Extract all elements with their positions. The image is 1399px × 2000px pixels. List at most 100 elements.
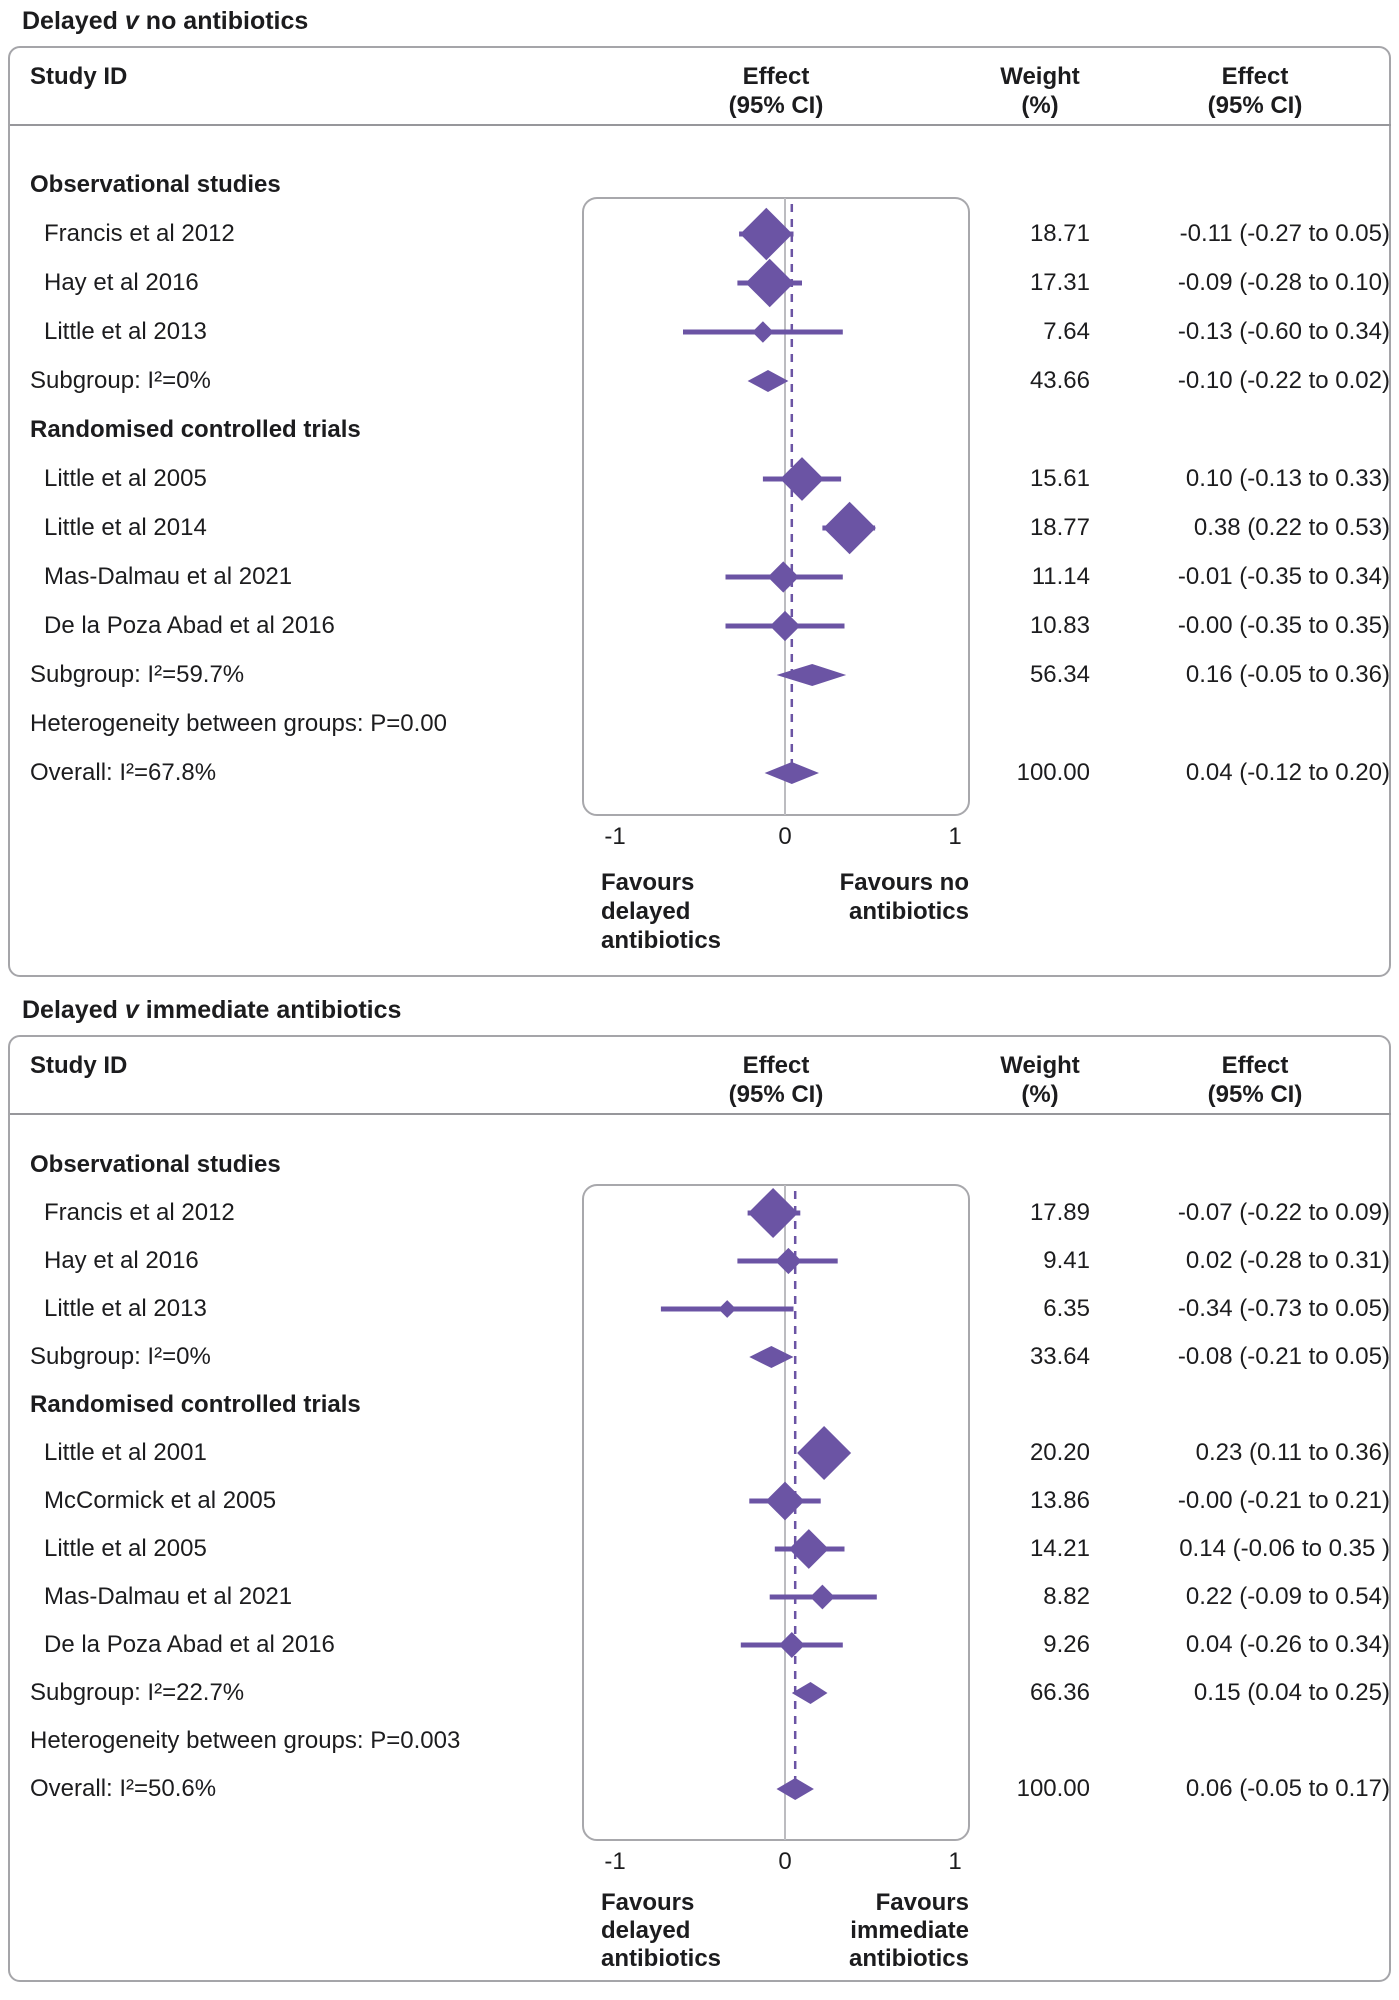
study-diamond bbox=[778, 1632, 805, 1658]
row-effect-ci: -0.34 (-0.73 to 0.05) bbox=[1177, 1295, 1390, 1322]
panel-1-title-post: no antibiotics bbox=[145, 7, 309, 35]
row-effect-ci: -0.01 (-0.35 to 0.34) bbox=[1177, 563, 1390, 590]
study-diamond bbox=[745, 258, 794, 308]
row-label: Mas-Dalmau et al 2021 bbox=[44, 1583, 293, 1610]
row-weight: 8.82 bbox=[1043, 1583, 1090, 1610]
axis-tick-label: 0 bbox=[778, 1848, 792, 1875]
row-label: Little et al 2013 bbox=[44, 318, 207, 345]
favours-left-line: Favours bbox=[601, 1889, 695, 1916]
column-header-effect-ci-line2: (95% CI) bbox=[1207, 1081, 1303, 1108]
row-weight: 18.71 bbox=[1029, 220, 1090, 247]
panel-1-title-vs: v bbox=[124, 7, 139, 35]
panel-delayed-v-no-antibiotics: Study ID Effect (95% CI) Weight (%) Effe… bbox=[8, 46, 1391, 977]
panel-2-title: Delayed v immediate antibiotics bbox=[22, 995, 1399, 1025]
column-header-effect-ci-line1: Effect bbox=[1221, 63, 1289, 90]
row-effect-ci: 0.23 (0.11 to 0.36) bbox=[1195, 1439, 1390, 1466]
favours-left-line: delayed bbox=[601, 898, 691, 925]
study-diamond bbox=[775, 1247, 802, 1275]
row-label: Hay et al 2016 bbox=[44, 269, 199, 296]
row-label: Francis et al 2012 bbox=[44, 220, 235, 247]
row-label: Randomised controlled trials bbox=[30, 1391, 361, 1418]
study-diamond bbox=[788, 1529, 829, 1569]
study-diamond bbox=[810, 1584, 835, 1610]
overall-diamond bbox=[776, 1778, 814, 1800]
row-effect-ci: -0.13 (-0.60 to 0.34) bbox=[1177, 318, 1390, 345]
row-effect-ci: -0.10 (-0.22 to 0.02) bbox=[1177, 367, 1390, 394]
column-header-effect-plot-line1: Effect bbox=[742, 63, 810, 90]
favours-right-label: Favours no antibiotics bbox=[689, 868, 969, 926]
favours-left-line: antibiotics bbox=[601, 927, 722, 954]
row-effect-ci: 0.14 (-0.06 to 0.35 ) bbox=[1179, 1535, 1390, 1562]
favours-right-line: antibiotics bbox=[848, 898, 969, 925]
column-header-effect-ci: Effect (95% CI) bbox=[1135, 62, 1375, 120]
panel-2-title-post: immediate antibiotics bbox=[145, 996, 402, 1024]
row-label: Overall: I²=67.8% bbox=[30, 759, 217, 786]
row-effect-ci: 0.38 (0.22 to 0.53) bbox=[1193, 514, 1390, 541]
row-weight: 15.61 bbox=[1029, 465, 1090, 492]
row-weight: 56.34 bbox=[1029, 661, 1090, 688]
subgroup-diamond bbox=[791, 1682, 828, 1704]
row-effect-ci: 0.16 (-0.05 to 0.36) bbox=[1185, 661, 1390, 688]
column-header-study-id: Study ID bbox=[30, 63, 128, 90]
row-weight: 18.77 bbox=[1029, 514, 1090, 541]
study-diamond bbox=[765, 1481, 805, 1521]
row-label: Little et al 2001 bbox=[44, 1439, 207, 1466]
row-weight: 17.89 bbox=[1029, 1199, 1090, 1226]
header-divider bbox=[10, 124, 1391, 126]
row-label: Hay et al 2016 bbox=[44, 1247, 199, 1274]
row-label: Mas-Dalmau et al 2021 bbox=[44, 563, 293, 590]
row-weight: 10.83 bbox=[1029, 612, 1090, 639]
plot-box bbox=[582, 197, 970, 816]
row-effect-ci: -0.00 (-0.21 to 0.21) bbox=[1177, 1487, 1390, 1514]
study-diamond bbox=[767, 561, 799, 593]
column-header-effect-ci-line1: Effect bbox=[1221, 1052, 1289, 1079]
row-weight: 66.36 bbox=[1029, 1679, 1090, 1706]
column-header-weight: Weight (%) bbox=[960, 1051, 1120, 1109]
panel-1-title: Delayed v no antibiotics bbox=[22, 6, 1399, 36]
row-effect-ci: 0.10 (-0.13 to 0.33) bbox=[1185, 465, 1390, 492]
row-label: McCormick et al 2005 bbox=[44, 1487, 277, 1514]
panel-2-title-pre: Delayed bbox=[22, 996, 118, 1024]
row-label: Randomised controlled trials bbox=[30, 416, 361, 443]
panel-2-body: Study ID Effect (95% CI) Weight (%) Effe… bbox=[10, 1037, 1391, 1980]
row-label: Francis et al 2012 bbox=[44, 1199, 235, 1226]
subgroup-diamond bbox=[747, 370, 789, 392]
row-weight: 9.41 bbox=[1043, 1247, 1090, 1274]
axis-tick-label: 0 bbox=[778, 823, 792, 850]
row-effect-ci: -0.07 (-0.22 to 0.09) bbox=[1177, 1199, 1390, 1226]
column-header-weight-line2: (%) bbox=[1021, 1081, 1059, 1108]
row-effect-ci: 0.02 (-0.28 to 0.31) bbox=[1185, 1247, 1390, 1274]
row-label: Little et al 2005 bbox=[44, 1535, 207, 1562]
row-label: Subgroup: I²=0% bbox=[30, 1343, 211, 1370]
row-effect-ci: 0.04 (-0.26 to 0.34) bbox=[1185, 1631, 1390, 1658]
column-header-effect-ci-line2: (95% CI) bbox=[1207, 92, 1303, 119]
row-weight: 43.66 bbox=[1029, 367, 1090, 394]
axis-tick-label: -1 bbox=[604, 823, 626, 850]
study-diamond bbox=[823, 501, 876, 555]
favours-right-line: antibiotics bbox=[848, 1945, 969, 1972]
row-label: De la Poza Abad et al 2016 bbox=[44, 612, 335, 639]
row-effect-ci: 0.06 (-0.05 to 0.17) bbox=[1185, 1775, 1390, 1802]
favours-right-label: Favours immediate antibiotics bbox=[689, 1889, 969, 1973]
row-effect-ci: 0.15 (0.04 to 0.25) bbox=[1193, 1679, 1390, 1706]
axis-tick-label: 1 bbox=[948, 823, 962, 850]
panel-2-title-vs: v bbox=[124, 996, 139, 1024]
row-effect-ci: -0.00 (-0.35 to 0.35) bbox=[1177, 612, 1390, 639]
axis-tick-label: 1 bbox=[948, 1848, 962, 1875]
study-diamond bbox=[780, 457, 824, 501]
column-header-weight-line1: Weight bbox=[1000, 1052, 1080, 1079]
panel-1-title-pre: Delayed bbox=[22, 7, 118, 35]
column-header-study-id: Study ID bbox=[30, 1052, 128, 1079]
row-label: Observational studies bbox=[30, 1151, 281, 1178]
study-diamond bbox=[769, 610, 801, 642]
row-label: Observational studies bbox=[30, 171, 281, 198]
column-header-effect-plot: Effect (95% CI) bbox=[656, 1051, 896, 1109]
row-weight: 100.00 bbox=[1016, 759, 1090, 786]
row-label: Overall: I²=50.6% bbox=[30, 1775, 217, 1802]
row-weight: 9.26 bbox=[1043, 1631, 1090, 1658]
favours-right-line: Favours bbox=[875, 1889, 969, 1916]
row-effect-ci: -0.09 (-0.28 to 0.10) bbox=[1177, 269, 1390, 296]
column-header-weight-line2: (%) bbox=[1021, 92, 1059, 119]
panel-delayed-v-immediate-antibiotics: Study ID Effect (95% CI) Weight (%) Effe… bbox=[8, 1035, 1391, 1982]
